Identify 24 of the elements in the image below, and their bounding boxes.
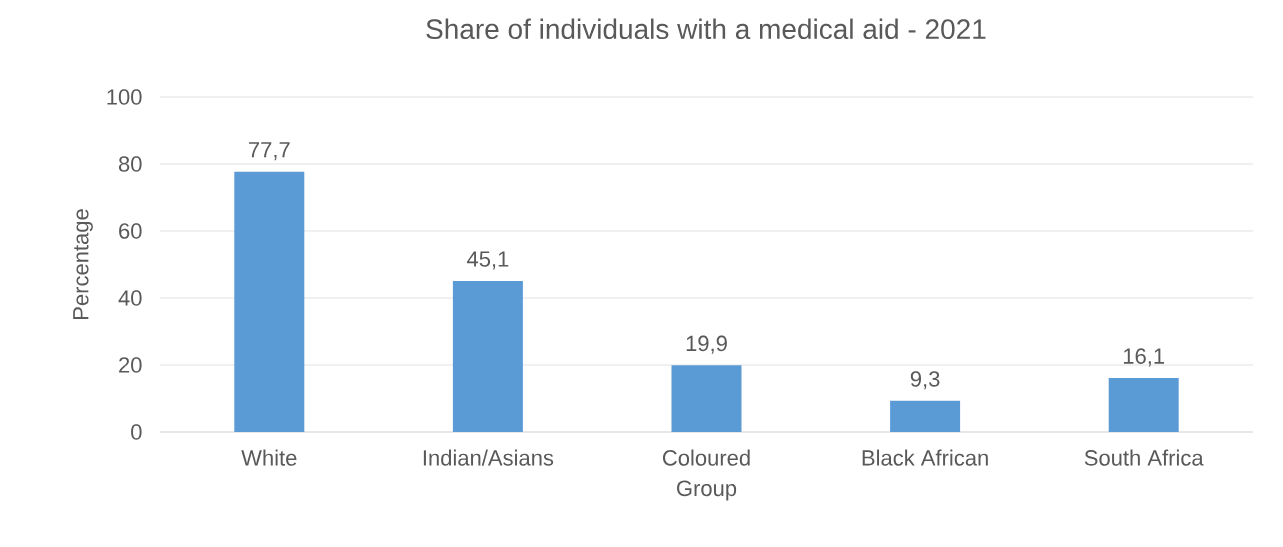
bar: [234, 171, 305, 432]
x-tick-label: Indian/Asians: [423, 449, 554, 466]
bar: [452, 280, 523, 432]
y-tick-label: 40: [118, 290, 142, 306]
data-label: 45,1: [466, 251, 509, 270]
x-tick-label: Black African: [862, 449, 988, 466]
chart-title: Share of individuals with a medical aid - 2021: [426, 18, 986, 40]
x-axis-title: Group: [677, 480, 737, 501]
y-tick-label: 60: [119, 223, 142, 239]
bar: [890, 400, 961, 432]
data-label: 16,1: [1123, 348, 1165, 367]
y-tick-label: 0: [131, 424, 142, 440]
x-tick-label: Coloured: [662, 449, 750, 466]
x-tick-label: White: [241, 449, 297, 466]
data-label: 9,3: [910, 371, 940, 390]
x-tick-label: South Africa: [1084, 449, 1204, 466]
y-tick-label: 100: [107, 89, 142, 105]
data-label: 77,7: [249, 142, 290, 161]
y-tick-label: 20: [119, 357, 142, 373]
y-axis-title: Percentage: [73, 209, 93, 319]
y-tick-label: 80: [118, 156, 142, 172]
bar: [1108, 378, 1179, 432]
data-label: 19,9: [686, 335, 727, 354]
bar: [671, 365, 742, 432]
